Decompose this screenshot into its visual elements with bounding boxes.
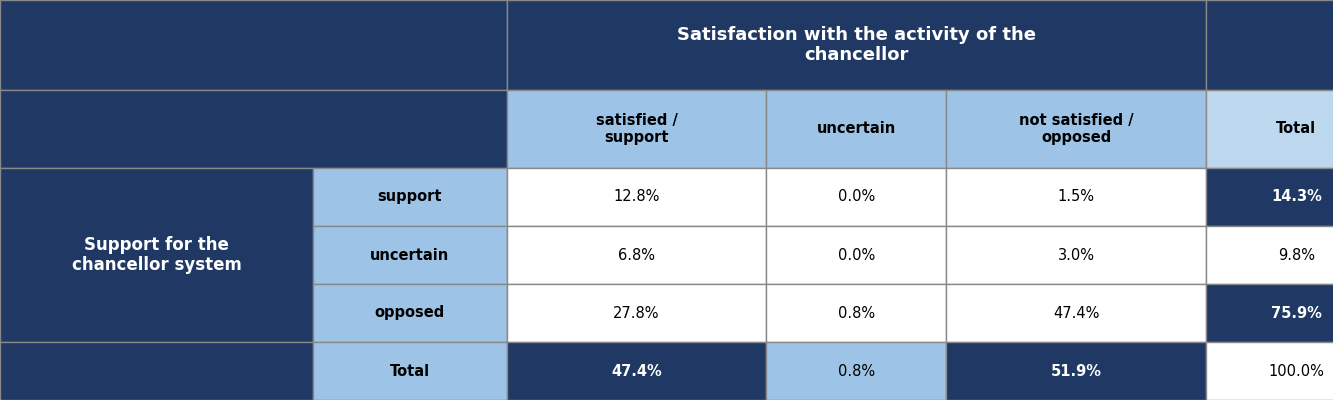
Bar <box>1206 342 1333 400</box>
Bar <box>766 168 946 226</box>
Bar <box>946 284 1206 342</box>
Text: 47.4%: 47.4% <box>611 364 663 378</box>
Text: Total: Total <box>1276 122 1317 136</box>
Bar <box>1206 90 1333 168</box>
Bar <box>1206 168 1333 226</box>
Bar <box>946 226 1206 284</box>
Bar <box>507 90 766 168</box>
Text: Total: Total <box>389 364 431 378</box>
Text: 47.4%: 47.4% <box>1053 306 1100 320</box>
Bar <box>313 168 507 226</box>
Bar <box>1206 284 1333 342</box>
Bar <box>946 90 1206 168</box>
Bar <box>0 90 507 168</box>
Bar <box>0 342 313 400</box>
Text: 14.3%: 14.3% <box>1270 190 1322 204</box>
Text: 0.8%: 0.8% <box>838 306 874 320</box>
Text: 12.8%: 12.8% <box>613 190 660 204</box>
Text: 51.9%: 51.9% <box>1050 364 1102 378</box>
Text: uncertain: uncertain <box>817 122 896 136</box>
Bar <box>766 284 946 342</box>
Text: Support for the
chancellor system: Support for the chancellor system <box>72 236 241 274</box>
Text: support: support <box>377 190 443 204</box>
Text: 0.8%: 0.8% <box>838 364 874 378</box>
Text: opposed: opposed <box>375 306 445 320</box>
Bar <box>0 168 313 342</box>
Text: 3.0%: 3.0% <box>1058 248 1094 262</box>
Bar <box>766 342 946 400</box>
Text: 100.0%: 100.0% <box>1269 364 1324 378</box>
Bar <box>766 226 946 284</box>
Bar <box>313 342 507 400</box>
Text: Satisfaction with the activity of the
chancellor: Satisfaction with the activity of the ch… <box>677 26 1036 64</box>
Bar <box>313 284 507 342</box>
Bar <box>0 0 507 90</box>
Text: 0.0%: 0.0% <box>838 190 874 204</box>
Bar <box>507 0 1206 90</box>
Text: 0.0%: 0.0% <box>838 248 874 262</box>
Bar <box>946 342 1206 400</box>
Bar <box>507 284 766 342</box>
Bar <box>1206 226 1333 284</box>
Text: satisfied /
support: satisfied / support <box>596 113 677 145</box>
Bar <box>1206 0 1333 90</box>
Text: 1.5%: 1.5% <box>1058 190 1094 204</box>
Text: 75.9%: 75.9% <box>1270 306 1322 320</box>
Text: uncertain: uncertain <box>371 248 449 262</box>
Bar <box>507 168 766 226</box>
Bar <box>507 226 766 284</box>
Text: 9.8%: 9.8% <box>1278 248 1314 262</box>
Bar <box>946 168 1206 226</box>
Bar <box>313 226 507 284</box>
Bar <box>507 342 766 400</box>
Text: 27.8%: 27.8% <box>613 306 660 320</box>
Bar <box>766 90 946 168</box>
Text: not satisfied /
opposed: not satisfied / opposed <box>1020 113 1133 145</box>
Text: 6.8%: 6.8% <box>619 248 655 262</box>
